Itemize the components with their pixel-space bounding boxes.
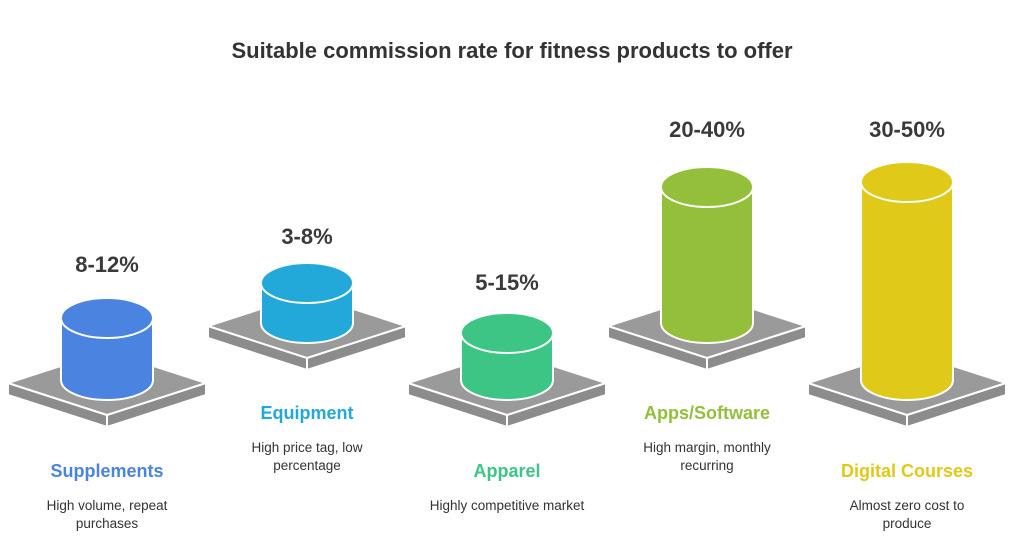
product-category: Apps/Software [643,403,771,423]
cylinder-top [460,312,554,354]
product-category: Apparel [473,461,541,481]
commission-rate: 8-12% [75,252,139,277]
unit-equipment [204,262,410,372]
cylinder-body [860,181,954,401]
category-description: High margin, monthly recurring [643,440,771,473]
product-category: Equipment [260,403,354,423]
cylinder-body [60,317,154,401]
cylinder-top [860,161,954,203]
commission-rate: 30-50% [869,117,945,142]
cylinder-body [660,186,754,344]
product-category: Digital Courses [840,461,974,481]
unit-apparel [404,312,610,429]
cylinder-top [260,262,354,304]
diagram-title: Suitable commission rate for fitness pro… [231,38,793,63]
category-description: High volume, repeat purchases [46,498,168,531]
commission-rate: 20-40% [669,117,745,142]
unit-digital-courses [804,161,1010,429]
category-description: Highly competitive market [429,498,585,513]
unit-apps-software [604,166,810,372]
category-description: High price tag, low percentage [251,440,363,473]
product-category: Supplements [50,461,164,481]
commission-rate: 5-15% [475,270,539,295]
category-description: Almost zero cost to produce [849,498,965,531]
unit-supplements [4,297,210,429]
cylinder-top [60,297,154,339]
commission-rate: 3-8% [281,224,333,249]
cylinder-top [660,166,754,208]
